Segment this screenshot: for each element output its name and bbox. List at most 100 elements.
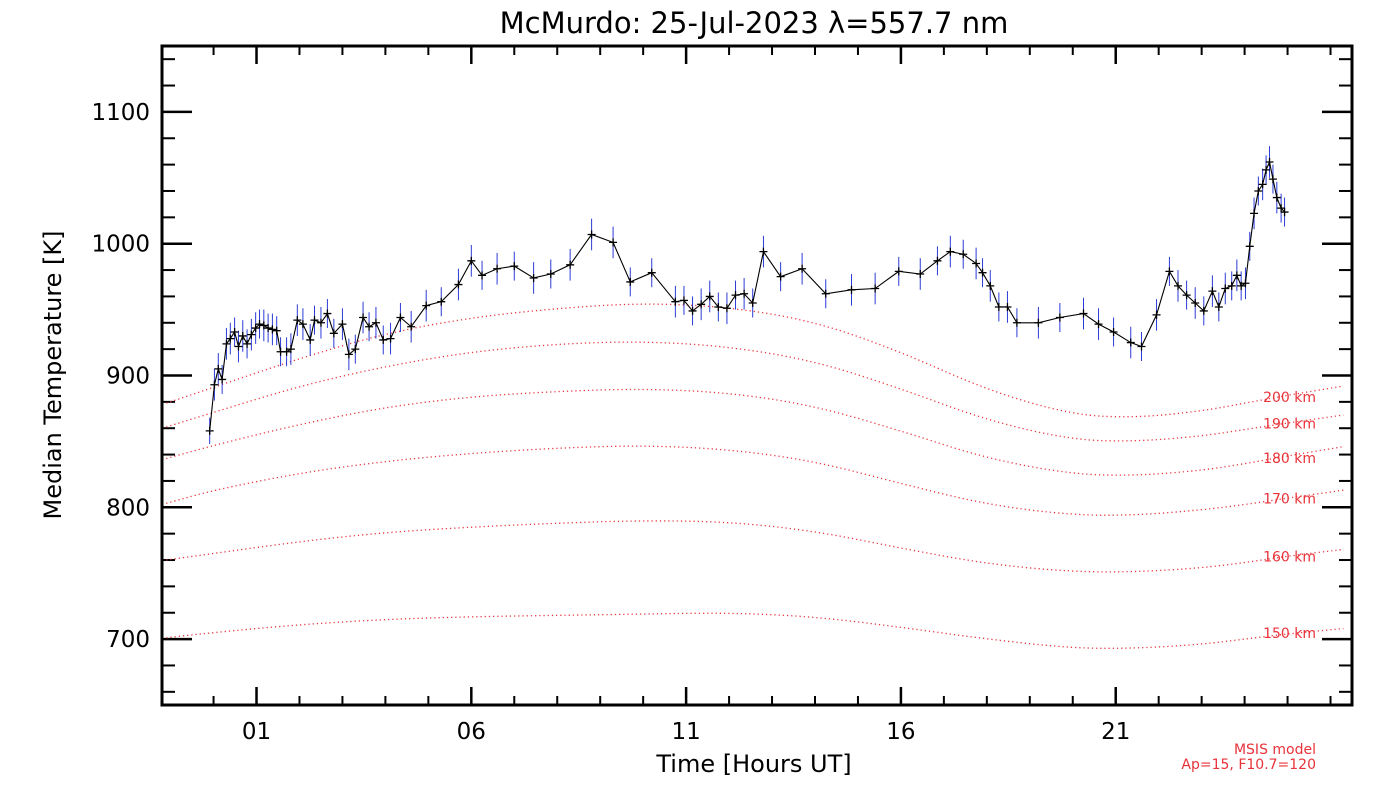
data-point <box>323 309 332 318</box>
data-point <box>697 300 706 309</box>
data-point <box>1126 338 1135 347</box>
data-point <box>247 330 256 339</box>
data-point <box>251 324 260 333</box>
data-point <box>238 331 247 340</box>
data-point <box>205 426 214 435</box>
data-point <box>1245 242 1254 251</box>
data-point <box>1191 299 1200 308</box>
y-tick-label: 900 <box>106 364 150 390</box>
data-point <box>776 272 785 281</box>
data-point <box>609 238 618 247</box>
data-point <box>1265 157 1274 166</box>
data-point <box>1227 281 1236 290</box>
data-point <box>1237 281 1246 290</box>
data-point <box>264 324 273 333</box>
data-point <box>959 250 968 259</box>
data-point <box>386 334 395 343</box>
data-point <box>798 264 807 273</box>
data-point <box>371 318 380 327</box>
chart-title: McMurdo: 25-Jul-2023 λ=557.7 nm <box>500 6 1009 40</box>
data-point <box>871 284 880 293</box>
data-point <box>1199 306 1208 315</box>
data-point <box>1258 180 1267 189</box>
y-tick-label: 1000 <box>91 232 150 258</box>
data-point <box>1182 291 1191 300</box>
data-point <box>1137 342 1146 351</box>
data-point <box>679 296 688 305</box>
model-curve <box>166 612 1344 649</box>
data-point <box>1250 209 1259 218</box>
data-point <box>626 277 635 286</box>
data-point <box>478 271 487 280</box>
data-point <box>286 345 295 354</box>
data-point <box>282 347 291 356</box>
data-point <box>255 320 264 329</box>
data-point <box>1214 302 1223 311</box>
data-point <box>1280 208 1289 217</box>
x-tick-label: 06 <box>457 719 486 745</box>
data-point <box>933 256 942 265</box>
data-point <box>546 270 555 279</box>
model-curve-label: 170 km <box>1263 492 1316 508</box>
data-point <box>994 302 1003 311</box>
x-tick-label: 16 <box>886 719 915 745</box>
data-point <box>847 285 856 294</box>
data-point <box>1262 165 1271 174</box>
axis-ticks <box>162 46 1352 705</box>
model-curve <box>166 341 1344 442</box>
data-point <box>671 297 680 306</box>
data-point <box>351 345 360 354</box>
data-point <box>437 297 446 306</box>
x-tick-label: 21 <box>1101 719 1130 745</box>
data-point <box>821 289 830 298</box>
data-point <box>894 267 903 276</box>
data-point <box>298 320 307 329</box>
data-point <box>359 313 368 322</box>
y-tick-label: 800 <box>106 495 150 521</box>
data-point <box>1268 175 1277 184</box>
data-point <box>243 339 252 348</box>
model-curve <box>166 445 1344 516</box>
data-point <box>705 292 714 301</box>
y-tick-label: 1100 <box>91 100 150 126</box>
data-point <box>1152 310 1161 319</box>
data-point <box>310 316 319 325</box>
data-point <box>293 316 302 325</box>
data-point <box>272 326 281 335</box>
model-curve-label: 160 km <box>1263 550 1316 566</box>
data-point <box>946 247 955 256</box>
model-curve-label: 190 km <box>1263 417 1316 433</box>
data-point <box>986 281 995 290</box>
data-point <box>329 329 338 338</box>
model-note-line1: MSIS model <box>1234 742 1316 758</box>
data-point <box>396 313 405 322</box>
data-point <box>1165 267 1174 276</box>
data-point <box>338 320 347 329</box>
data-point <box>1174 281 1183 290</box>
y-axis-label: Median Temperature [K] <box>39 230 67 519</box>
data-point <box>714 302 723 311</box>
data-point <box>566 260 575 269</box>
data-point <box>1109 328 1118 337</box>
data-point <box>647 268 656 277</box>
x-axis-label: Time [Hours UT] <box>655 750 851 778</box>
y-tick-label: 700 <box>106 627 150 653</box>
data-point <box>234 342 243 351</box>
data-point <box>379 335 388 344</box>
data-point <box>316 318 325 327</box>
temperature-line <box>209 160 1285 431</box>
plot-frame <box>160 44 1354 707</box>
data-point <box>722 304 731 313</box>
data-point <box>759 247 768 256</box>
data-point <box>230 328 239 337</box>
data-point <box>467 256 476 265</box>
data-point <box>748 299 757 308</box>
data-point <box>226 334 235 343</box>
data-point <box>1277 204 1286 213</box>
model-note-line2: Ap=15, F10.7=120 <box>1181 757 1316 773</box>
data-point <box>407 322 416 331</box>
data-point <box>587 230 596 239</box>
data-point <box>210 380 219 389</box>
model-curve-label: 200 km <box>1263 390 1316 406</box>
data-point <box>1272 193 1281 202</box>
